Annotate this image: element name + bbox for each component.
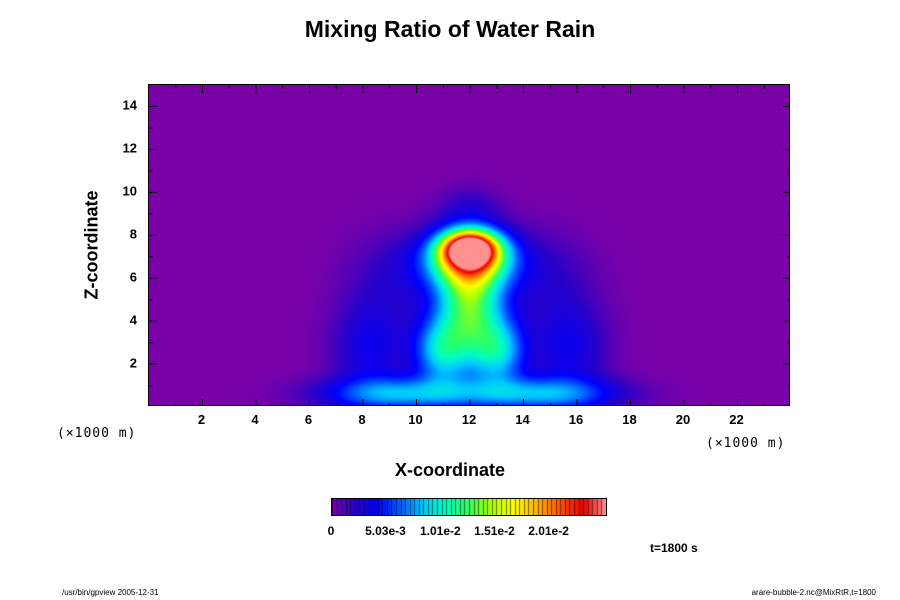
x-tick-label: 8 <box>358 412 366 427</box>
colorbar-tick-label: 1.51e-2 <box>474 524 515 538</box>
y-tick-label: 2 <box>129 355 137 371</box>
y-tick-label: 12 <box>122 140 137 156</box>
y-tick-label: 10 <box>122 183 137 199</box>
x-tick-label: 2 <box>197 412 206 427</box>
x-tick-label: 10 <box>408 412 423 427</box>
colorbar-tick-label: 5.03e-3 <box>365 524 406 538</box>
heatmap-field <box>149 85 789 405</box>
y-tick-label: 6 <box>129 269 137 285</box>
x-tick-label: 18 <box>622 412 637 427</box>
x-unit-label: (×1000 m) <box>706 436 786 451</box>
x-tick-label: 22 <box>729 412 744 427</box>
y-tick-label: 14 <box>122 97 137 113</box>
colorbar-tick-label: 0 <box>327 524 335 538</box>
footer-left: /usr/bin/gpview 2005-12-31 <box>62 588 159 597</box>
x-tick-label: 20 <box>675 412 691 427</box>
plot-area <box>148 84 790 406</box>
colorbar <box>331 498 607 516</box>
time-label: t=1800 s <box>650 541 698 555</box>
y-tick-label: 4 <box>129 312 137 328</box>
x-tick-label: 12 <box>461 412 477 427</box>
x-tick-label: 14 <box>515 412 530 427</box>
colorbar-tick-label: 1.01e-2 <box>419 524 461 538</box>
x-tick-label: 16 <box>568 412 584 427</box>
colorbar-gradient <box>332 499 606 515</box>
colorbar-tick-label: 2.01e-2 <box>528 524 569 538</box>
x-tick-label: 6 <box>304 412 313 427</box>
chart-title: Mixing Ratio of Water Rain <box>304 16 596 42</box>
footer-right: arare-bubble-2.nc@MixRtR,t=1800 <box>751 588 876 597</box>
y-axis-title: Z-coordinate <box>81 190 102 300</box>
x-axis-title: X-coordinate <box>394 460 505 480</box>
y-tick-label: 8 <box>129 226 137 242</box>
x-tick-label: 4 <box>251 412 259 427</box>
y-unit-label: (×1000 m) <box>57 426 137 441</box>
plot-ticks <box>149 85 789 405</box>
